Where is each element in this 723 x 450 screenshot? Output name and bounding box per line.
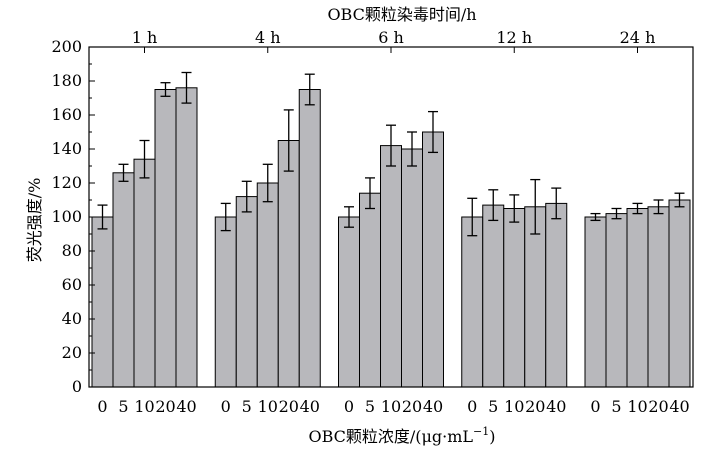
x-tick-label: 0	[97, 397, 107, 416]
x-tick-label: 10	[134, 397, 154, 416]
x-axis-label-superscript: −1	[473, 425, 489, 438]
x-tick-label: 20	[648, 397, 668, 416]
y-tick-label: 140	[51, 139, 82, 158]
x-tick-label: 40	[669, 397, 689, 416]
bar-24h-40	[668, 199, 691, 388]
x-tick-label: 20	[155, 397, 175, 416]
bar-12h-40	[545, 202, 568, 388]
bar-4h-5	[235, 196, 258, 388]
bar-12h-10	[503, 208, 526, 388]
y-tick-label: 160	[51, 105, 82, 124]
x-axis-label-main: OBC颗粒浓度/(μg·mL	[308, 427, 473, 446]
y-tick-label: 80	[62, 241, 82, 260]
bar-6h-40	[422, 131, 444, 388]
y-tick-label: 60	[62, 275, 82, 294]
x-tick-label: 20	[402, 397, 422, 416]
x-tick-label: 10	[627, 397, 647, 416]
y-tick-label: 200	[51, 37, 82, 56]
y-tick-label: 180	[51, 71, 82, 90]
bar-1h-0	[91, 216, 114, 388]
x-tick-label: 40	[300, 397, 320, 416]
x-tick-label: 5	[365, 397, 375, 416]
x-tick-label: 10	[381, 397, 401, 416]
bar-12h-5	[482, 204, 505, 388]
x-tick-label: 10	[504, 397, 524, 416]
bar-6h-20	[401, 148, 423, 388]
y-tick-label: 100	[51, 207, 82, 226]
x-tick-label: 0	[344, 397, 354, 416]
group-label-4h: 4 h	[255, 28, 281, 47]
y-tick-label: 20	[62, 343, 82, 362]
x-tick-label: 10	[258, 397, 278, 416]
bar-24h-10	[626, 208, 649, 388]
bar-1h-40	[175, 87, 198, 388]
x-tick-label: 0	[590, 397, 600, 416]
x-tick-label: 20	[525, 397, 545, 416]
group-label-12h: 12 h	[496, 28, 532, 47]
bar-6h-10	[380, 145, 402, 388]
bar-24h-0	[584, 216, 607, 388]
group-label-1h: 1 h	[132, 28, 158, 47]
y-tick-label: 0	[72, 377, 82, 396]
group-label-6h: 6 h	[378, 28, 404, 47]
y-tick-label: 120	[51, 173, 82, 192]
bar-1h-5	[112, 172, 135, 388]
x-tick-label: 40	[423, 397, 443, 416]
bar-4h-40	[298, 89, 321, 388]
bar-6h-0	[338, 216, 360, 388]
x-tick-label: 20	[279, 397, 299, 416]
bar-24h-20	[647, 206, 670, 388]
group-label-24h: 24 h	[620, 28, 656, 47]
bar-1h-10	[133, 158, 156, 388]
bar-4h-10	[256, 182, 279, 388]
x-tick-label: 5	[611, 397, 621, 416]
bar-1h-20	[154, 89, 177, 388]
bar-24h-5	[605, 213, 628, 388]
x-tick-label: 5	[488, 397, 498, 416]
bar-4h-20	[277, 140, 300, 388]
bar-6h-5	[359, 192, 381, 388]
chart-title: OBC颗粒染毒时间/h	[327, 5, 476, 24]
y-axis-label: 荧光强度/%	[25, 178, 44, 263]
x-axis-label-close: )	[489, 427, 495, 446]
x-tick-label: 0	[467, 397, 477, 416]
bar-4h-0	[214, 216, 237, 388]
x-tick-label: 5	[118, 397, 128, 416]
x-tick-label: 40	[176, 397, 196, 416]
bar-12h-0	[461, 216, 484, 388]
x-tick-label: 40	[546, 397, 566, 416]
x-tick-label: 0	[221, 397, 231, 416]
y-tick-label: 40	[62, 309, 82, 328]
plot-area: 0 5 10 20 401 h0 5 10 20 404 h0 5 10 20 406 h0 5 10 20 4…	[51, 28, 694, 416]
x-tick-label: 5	[242, 397, 252, 416]
x-axis-label: OBC颗粒浓度/(μg·mL−1)	[308, 425, 495, 446]
